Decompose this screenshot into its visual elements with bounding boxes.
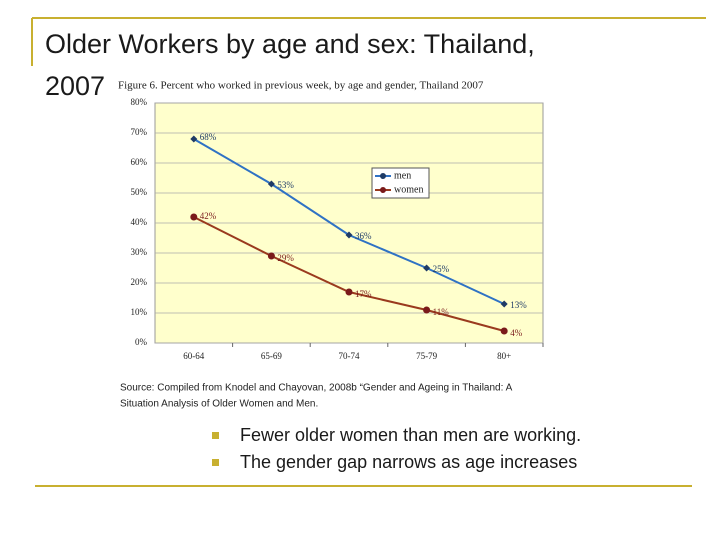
data-label: 17% (355, 289, 372, 299)
bullet-marker (212, 459, 219, 466)
y-tick-label: 30% (131, 247, 148, 257)
bullet-marker (212, 432, 219, 439)
legend-marker (380, 187, 386, 193)
legend-label: men (394, 170, 411, 181)
marker (500, 327, 508, 335)
marker (267, 180, 275, 188)
slide-title: Older Workers by age and sex: Thailand, (45, 29, 535, 59)
source: Situation Analysis of Older Women and Me… (120, 399, 318, 410)
slide-title: 2007 (45, 71, 105, 101)
chart-title: Figure 6. Percent who worked in previous… (118, 80, 484, 92)
x-tick-label: 70-74 (339, 351, 360, 361)
x-tick-label: 75-79 (416, 351, 437, 361)
marker (345, 231, 353, 239)
bullet: The gender gap narrows as age increases (240, 452, 577, 472)
source: Source: Compiled from Knodel and Chayova… (120, 383, 513, 394)
data-label: 11% (433, 307, 450, 317)
y-tick-label: 50% (131, 187, 148, 197)
y-tick-label: 10% (131, 307, 148, 317)
y-tick-label: 0% (135, 337, 148, 347)
marker (190, 135, 198, 143)
marker (267, 252, 275, 260)
data-label: 13% (510, 300, 527, 310)
x-tick-label: 80+ (497, 351, 511, 361)
data-label: 4% (510, 328, 523, 338)
data-label: 36% (355, 231, 372, 241)
y-tick-label: 40% (131, 217, 148, 227)
data-label: 42% (200, 211, 217, 221)
legend-marker (380, 173, 386, 179)
y-tick-label: 80% (131, 97, 148, 107)
marker (345, 288, 353, 296)
data-label: 68% (200, 132, 217, 142)
marker (190, 213, 198, 221)
data-label: 53% (277, 180, 294, 190)
marker (423, 306, 431, 314)
legend-box (371, 167, 430, 199)
data-label: 29% (277, 253, 294, 263)
y-tick-label: 70% (131, 127, 148, 137)
y-tick-label: 20% (131, 277, 148, 287)
marker (423, 264, 431, 272)
legend-label: women (394, 184, 423, 195)
y-tick-label: 60% (131, 157, 148, 167)
marker (500, 300, 508, 308)
x-tick-label: 65-69 (261, 351, 282, 361)
x-tick-label: 60-64 (183, 351, 204, 361)
data-label: 25% (433, 264, 450, 274)
bullet: Fewer older women than men are working. (240, 425, 581, 445)
